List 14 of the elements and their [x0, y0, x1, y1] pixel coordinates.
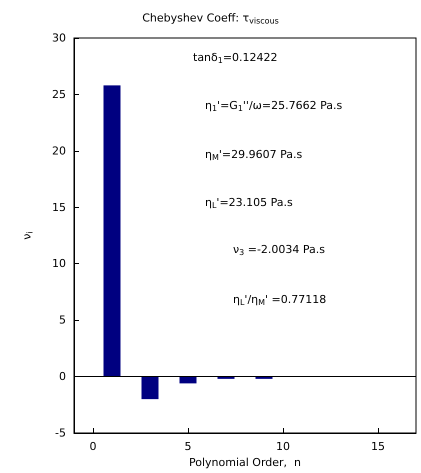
y-axis-title: νi [20, 231, 34, 240]
y-tick-label: 10 [52, 257, 66, 270]
y-tick-label: 30 [52, 32, 66, 44]
y-tick-label: 15 [52, 200, 66, 214]
x-tick-label: 15 [371, 440, 385, 453]
y-tick-label: 25 [52, 88, 66, 101]
x-tick-label: 0 [90, 440, 96, 453]
x-axis-title: Polynomial Order, n [188, 456, 302, 469]
y-tick-label: -5 [55, 426, 66, 440]
x-tick-label: 5 [184, 440, 192, 453]
y-tick-label: 0 [59, 370, 66, 384]
x-tick-label: 10 [276, 440, 290, 453]
y-tick-label: 5 [59, 314, 66, 327]
y-tick-label: 20 [52, 144, 66, 158]
